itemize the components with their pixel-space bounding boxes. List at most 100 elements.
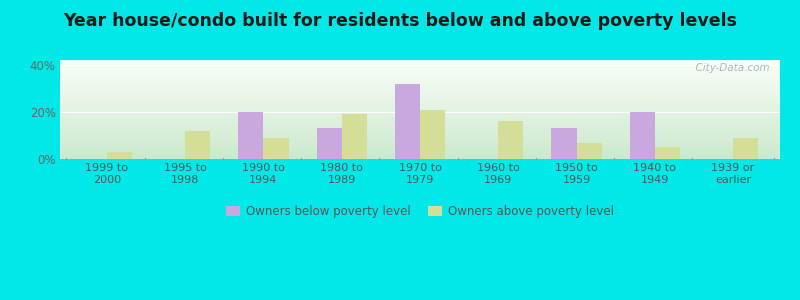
Bar [60,150,780,151]
Bar [654,147,680,159]
Bar [60,82,780,83]
Bar [60,79,780,80]
Bar [60,112,780,113]
Bar [60,117,780,118]
Bar [60,69,780,70]
Bar [60,65,780,66]
Bar [60,146,780,147]
Bar [60,151,780,152]
Bar [60,157,780,158]
Bar [60,75,780,76]
Bar [60,99,780,100]
Bar [420,110,445,159]
Bar [60,62,780,63]
Bar [60,149,780,150]
Bar [60,67,780,68]
Bar [60,128,780,129]
Bar [60,139,780,140]
Bar [60,94,780,95]
Bar [60,105,780,106]
Bar [60,143,780,144]
Bar [342,114,366,159]
Bar [60,136,780,137]
Bar [60,113,780,114]
Bar [263,138,289,159]
Bar [60,120,780,121]
Bar [60,74,780,75]
Bar [60,71,780,72]
Bar [60,116,780,117]
Bar [60,60,780,61]
Text: Year house/condo built for residents below and above poverty levels: Year house/condo built for residents bel… [63,12,737,30]
Bar [60,106,780,107]
Bar [60,156,780,157]
Bar [60,141,780,142]
Bar [60,126,780,127]
Bar [60,87,780,88]
Bar [395,84,420,159]
Bar [60,93,780,94]
Bar [60,122,780,123]
Bar [60,133,780,134]
Bar [60,81,780,82]
Bar [60,153,780,154]
Bar [60,89,780,90]
Bar [60,152,780,153]
Bar [498,121,523,159]
Bar [317,128,342,159]
Bar [60,121,780,122]
Bar [60,135,780,136]
Bar [60,90,780,91]
Bar [60,145,780,146]
Bar [60,96,780,97]
Bar [60,76,780,77]
Bar [60,66,780,67]
Bar [60,140,780,141]
Bar [60,138,780,139]
Bar [60,80,780,81]
Bar [60,61,780,62]
Bar [60,147,780,148]
Bar [60,148,780,149]
Bar [60,107,780,108]
Bar [60,70,780,71]
Bar [60,137,780,138]
Bar [60,103,780,104]
Bar [60,83,780,84]
Bar [60,77,780,78]
Bar [60,118,780,119]
Bar [60,97,780,98]
Bar [60,72,780,73]
Bar [238,112,263,159]
Bar [60,86,780,87]
Bar [60,102,780,103]
Bar [60,119,780,120]
Bar [60,61,780,62]
Bar [60,134,780,135]
Bar [60,110,780,111]
Bar [60,108,780,109]
Bar [107,152,132,159]
Bar [60,64,780,65]
Bar [60,142,780,143]
Bar [60,130,780,131]
Legend: Owners below poverty level, Owners above poverty level: Owners below poverty level, Owners above… [223,203,617,220]
Bar [60,127,780,128]
Bar [60,101,780,102]
Bar [60,84,780,85]
Bar [630,112,654,159]
Bar [60,88,780,89]
Bar [60,114,780,115]
Bar [60,104,780,105]
Bar [60,131,780,132]
Bar [60,132,780,133]
Bar [60,91,780,92]
Bar [60,155,780,156]
Bar [60,95,780,96]
Bar [60,78,780,79]
Bar [60,92,780,93]
Bar [60,154,780,155]
Bar [60,123,780,124]
Bar [60,85,780,86]
Bar [60,144,780,145]
